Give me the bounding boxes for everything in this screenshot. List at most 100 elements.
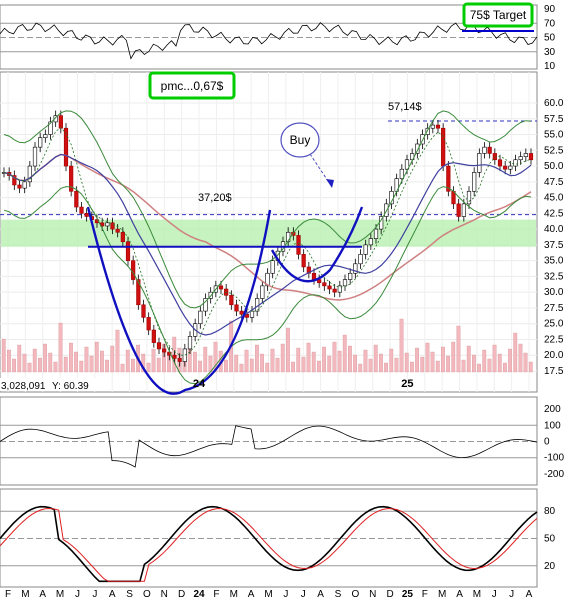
month-label: J xyxy=(283,589,288,600)
candle-body xyxy=(363,244,368,255)
volume-bar xyxy=(420,356,425,373)
candle-body xyxy=(203,298,208,312)
candle-body xyxy=(38,137,43,148)
candle-body xyxy=(518,156,523,161)
month-label: A xyxy=(109,589,116,600)
month-label: 25 xyxy=(402,589,414,600)
volume-bar xyxy=(100,350,104,373)
price-tick-label: 22.5 xyxy=(544,334,564,345)
candle-body xyxy=(115,228,120,233)
volume-bar xyxy=(63,356,68,373)
buy-label: Buy xyxy=(290,133,311,147)
candle-body xyxy=(430,124,435,129)
volume-bar xyxy=(353,354,357,373)
volume-bar xyxy=(379,353,383,373)
volume-bar xyxy=(311,351,316,373)
volume-bar xyxy=(32,348,37,373)
volume-bar xyxy=(296,347,301,373)
candle-body xyxy=(105,222,110,227)
candle-body xyxy=(239,310,244,315)
candle-body xyxy=(32,146,38,167)
candle-body xyxy=(218,285,224,290)
candle-body xyxy=(270,260,275,274)
candle-body xyxy=(27,165,32,183)
candle-body xyxy=(234,304,239,312)
volume-bar xyxy=(125,349,130,373)
volume-bar xyxy=(451,341,456,373)
volume-bar xyxy=(38,357,42,373)
candle-body xyxy=(353,263,358,274)
volume-bar xyxy=(497,353,502,373)
volume-bar xyxy=(477,363,481,373)
candle-body xyxy=(441,127,446,167)
candle-body xyxy=(58,115,63,129)
candle-body xyxy=(435,124,441,129)
candle-body xyxy=(136,279,141,306)
candle-body xyxy=(260,285,265,299)
price-tick-label: 20.0 xyxy=(544,350,564,361)
rsi-tick-label: 90 xyxy=(544,4,556,15)
candle-body xyxy=(265,272,270,287)
candle-body xyxy=(327,285,332,290)
volume-bar xyxy=(94,341,99,373)
handle-curve xyxy=(270,206,364,283)
candle-body xyxy=(415,143,420,154)
candle-body xyxy=(513,159,518,167)
volume-bar xyxy=(363,349,368,373)
volume-bar xyxy=(146,362,151,373)
volume-bar xyxy=(234,354,239,373)
price-tick-label: 42.5 xyxy=(544,208,564,219)
month-label: J xyxy=(92,589,97,600)
volume-bar xyxy=(48,352,53,373)
volume-bar xyxy=(327,355,332,373)
volume-bar xyxy=(105,359,109,373)
candle-body xyxy=(146,317,151,331)
candle-body xyxy=(182,348,187,362)
month-label: F xyxy=(213,589,219,600)
volume-bar xyxy=(415,347,419,373)
candle-body xyxy=(456,203,461,217)
price-tick-label: 32.5 xyxy=(544,271,564,282)
month-label: M xyxy=(264,589,272,600)
candle-body xyxy=(69,165,74,192)
candle-body xyxy=(487,146,492,154)
volume-bar xyxy=(27,362,32,373)
month-label: M xyxy=(21,589,29,600)
price-tick-label: 55.0 xyxy=(544,130,564,141)
volume-bar xyxy=(482,349,487,373)
volume-bar xyxy=(79,360,84,373)
volume-bar xyxy=(12,358,16,373)
target-annotation: 75$ Target xyxy=(462,2,534,32)
candle-body xyxy=(368,238,373,246)
volume-bar xyxy=(384,362,388,373)
volume-bar xyxy=(255,344,259,373)
cci-panel xyxy=(0,396,538,486)
high-label: 57,14$ xyxy=(388,101,422,113)
candle-body xyxy=(110,222,115,230)
candle-body xyxy=(151,329,156,343)
candle-body xyxy=(198,310,203,325)
candle-body xyxy=(399,168,404,179)
candle-body xyxy=(125,241,131,261)
candle-body xyxy=(172,354,177,359)
candle-body xyxy=(187,336,193,350)
month-label: F xyxy=(5,589,11,600)
band-lower-line xyxy=(3,186,532,385)
candle-body xyxy=(17,184,22,189)
volume-bar xyxy=(503,362,507,373)
year-label: 25 xyxy=(401,378,413,390)
volume-bar xyxy=(115,329,120,373)
volume-bar xyxy=(472,354,476,373)
volume-bar xyxy=(342,334,347,373)
price-tick-label: 40.0 xyxy=(544,224,564,235)
band-upper-line xyxy=(3,110,532,309)
cci-tick-label: 200 xyxy=(544,404,561,415)
price-tick-label: 27.5 xyxy=(544,303,564,314)
volume-bar xyxy=(410,361,414,373)
month-label: M xyxy=(473,589,481,600)
candle-body xyxy=(342,279,348,287)
candle-body xyxy=(332,288,337,293)
volume-bar xyxy=(430,351,435,373)
volume-bar xyxy=(291,361,295,373)
cup-curve xyxy=(86,206,272,395)
